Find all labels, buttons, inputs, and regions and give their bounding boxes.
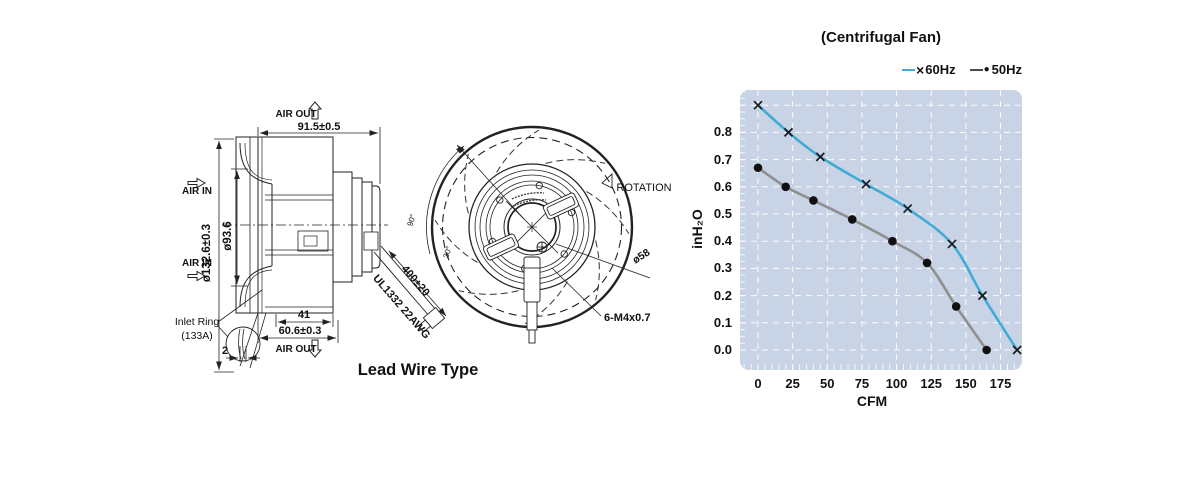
air-out-top-arrow-icon <box>307 101 323 120</box>
angle-30-label: 30° <box>441 245 453 259</box>
chart-legend: × 60Hz ● 50Hz <box>760 62 1022 77</box>
inlet-ring-detail-circle <box>225 326 261 362</box>
air-in-upper-arrow-icon <box>187 177 207 189</box>
y-tick-label: 0.2 <box>713 287 732 303</box>
air-in-upper-label: AIR IN <box>182 186 212 197</box>
legend-label-60hz: 60Hz <box>925 62 956 77</box>
plot-background <box>740 90 1022 370</box>
legend-x-marker-icon: × <box>916 61 925 78</box>
fan-side-view <box>222 136 446 369</box>
x-tick-label: 175 <box>989 376 1012 391</box>
inlet-ring-label-1: Inlet Ring <box>175 316 220 328</box>
x-axis-title: CFM <box>856 393 888 409</box>
x-tick-label: 75 <box>854 376 870 391</box>
blade-arc <box>545 159 606 164</box>
dim-depth: 91.5±0.5 <box>298 121 341 133</box>
chart-plot-area <box>740 90 1022 370</box>
y-tick-label: 0.5 <box>713 206 732 221</box>
dim-base-width: 60.6±0.3 <box>279 325 322 337</box>
series-60hz-markers <box>753 100 1022 355</box>
legend-label-50hz: 50Hz <box>991 62 1022 77</box>
terminal-block-lower <box>482 233 520 261</box>
dim-outer-diameter: ø132.6±0.3 <box>201 224 213 282</box>
drawing-labels: AIR OUT AIR IN AIR IN AIR OUT ROTATION <box>182 109 672 355</box>
blade-arc <box>464 153 469 214</box>
x-tick-label: 100 <box>885 376 908 391</box>
hub-engraving-lines <box>511 192 547 207</box>
drawing-caption: Lead Wire Type <box>358 361 479 379</box>
dim-impeller-width: 41 <box>298 309 310 321</box>
x-tick-label: 25 <box>785 376 800 391</box>
legend-item-50hz: ● 50Hz <box>969 62 1022 77</box>
air-in-lower-arrow-icon <box>187 270 207 282</box>
ground-symbol <box>536 241 548 253</box>
dimension-labels: 91.5±0.5 ø132.6±0.3 ø93.6 Inlet Ring (13… <box>175 121 653 357</box>
y-tick-label: 0.3 <box>713 260 732 276</box>
airflow-arrows <box>187 101 323 358</box>
air-out-bottom-arrow-icon <box>307 339 323 358</box>
legend-item-60hz: × 60Hz <box>902 62 956 77</box>
dim-ring-thickness: 2 <box>222 345 228 357</box>
legend-line-60hz-icon <box>902 68 916 71</box>
x-tick-label: 0 <box>754 376 762 391</box>
angle-90-label: 90° <box>405 213 417 227</box>
dim-inlet-diameter: ø93.6 <box>222 221 234 250</box>
rotation-arrow-icon <box>601 172 613 189</box>
y-tick-label: 0.8 <box>713 124 732 140</box>
minor-ticks <box>740 91 1015 370</box>
y-axis-title: inH₂O <box>689 209 705 249</box>
blade-arc <box>458 290 519 295</box>
screw-spec-label: 6-M4x0.7 <box>604 312 650 324</box>
x-tick-label: 50 <box>820 376 835 391</box>
y-tick-label: 0.1 <box>713 314 732 330</box>
air-in-lower-label: AIR IN <box>182 258 212 269</box>
blade-arc <box>595 240 600 301</box>
x-tick-label: 150 <box>954 376 977 391</box>
blade-arc <box>496 129 540 173</box>
technical-drawing: AIR OUT AIR IN AIR IN AIR OUT ROTATION 9… <box>175 101 672 379</box>
legend-line-50hz-icon <box>969 68 983 71</box>
legend-dot-marker-icon: ● <box>983 63 990 75</box>
dimension-lines <box>214 127 651 373</box>
dim-wire-length: 400±20 <box>399 263 432 299</box>
blade-arc <box>586 191 630 235</box>
y-tick-label: 0.0 <box>713 342 732 357</box>
x-tick-label: 125 <box>920 376 943 391</box>
chart-title: (Centrifugal Fan) <box>821 29 941 46</box>
wire-outlet-stub <box>523 256 541 344</box>
dim-hub-diameter: ø58 <box>631 246 653 266</box>
y-tick-label: 0.7 <box>713 151 732 167</box>
terminal-block-upper <box>542 192 580 220</box>
series-50hz-markers <box>753 163 991 355</box>
rotation-label: ROTATION <box>616 182 671 194</box>
blade-arc <box>434 219 478 263</box>
air-out-top-label: AIR OUT <box>275 109 316 120</box>
y-tick-label: 0.4 <box>713 233 732 249</box>
air-out-bottom-label: AIR OUT <box>275 344 316 355</box>
inlet-ring-label-2: (133A) <box>181 330 213 342</box>
y-tick-label: 0.6 <box>713 178 732 194</box>
fan-front-view <box>430 125 634 344</box>
